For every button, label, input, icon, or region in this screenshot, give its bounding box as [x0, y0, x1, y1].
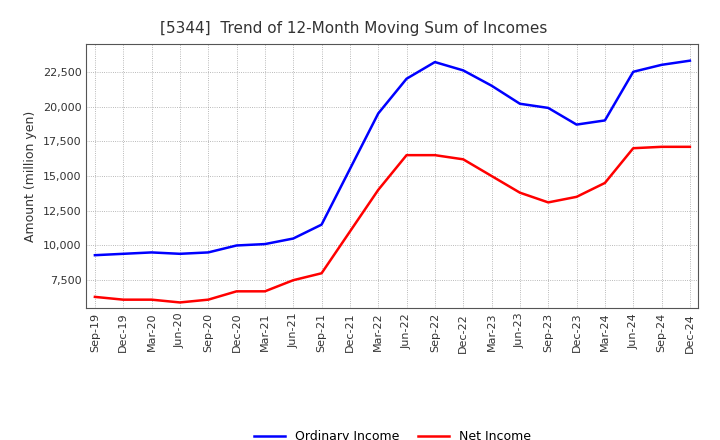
Ordinary Income	[148, 250, 156, 255]
Net Income	[346, 229, 354, 234]
Ordinary Income	[685, 58, 694, 63]
Net Income	[629, 146, 637, 151]
Ordinary Income	[289, 236, 297, 241]
Net Income	[204, 297, 212, 302]
Ordinary Income	[119, 251, 127, 257]
Net Income	[261, 289, 269, 294]
Ordinary Income	[374, 111, 382, 116]
Ordinary Income	[233, 243, 241, 248]
Net Income	[685, 144, 694, 150]
Ordinary Income	[176, 251, 184, 257]
Net Income	[289, 278, 297, 283]
Net Income	[572, 194, 581, 199]
Net Income	[91, 294, 99, 300]
Ordinary Income	[431, 59, 439, 65]
Line: Net Income: Net Income	[95, 147, 690, 302]
Net Income	[516, 190, 524, 195]
Ordinary Income	[402, 76, 411, 81]
Ordinary Income	[629, 69, 637, 74]
Net Income	[431, 153, 439, 158]
Net Income	[487, 173, 496, 179]
Ordinary Income	[318, 222, 326, 227]
Ordinary Income	[204, 250, 212, 255]
Y-axis label: Amount (million yen): Amount (million yen)	[24, 110, 37, 242]
Net Income	[318, 271, 326, 276]
Legend: Ordinary Income, Net Income: Ordinary Income, Net Income	[248, 425, 536, 440]
Line: Ordinary Income: Ordinary Income	[95, 61, 690, 255]
Ordinary Income	[459, 68, 467, 73]
Ordinary Income	[487, 83, 496, 88]
Ordinary Income	[346, 166, 354, 172]
Ordinary Income	[600, 118, 609, 123]
Ordinary Income	[572, 122, 581, 127]
Net Income	[600, 180, 609, 186]
Net Income	[459, 157, 467, 162]
Ordinary Income	[516, 101, 524, 106]
Net Income	[402, 153, 411, 158]
Net Income	[374, 187, 382, 193]
Net Income	[657, 144, 666, 150]
Ordinary Income	[261, 242, 269, 247]
Text: [5344]  Trend of 12-Month Moving Sum of Incomes: [5344] Trend of 12-Month Moving Sum of I…	[160, 21, 547, 36]
Net Income	[233, 289, 241, 294]
Ordinary Income	[544, 105, 552, 110]
Net Income	[176, 300, 184, 305]
Ordinary Income	[91, 253, 99, 258]
Net Income	[544, 200, 552, 205]
Ordinary Income	[657, 62, 666, 67]
Net Income	[119, 297, 127, 302]
Net Income	[148, 297, 156, 302]
